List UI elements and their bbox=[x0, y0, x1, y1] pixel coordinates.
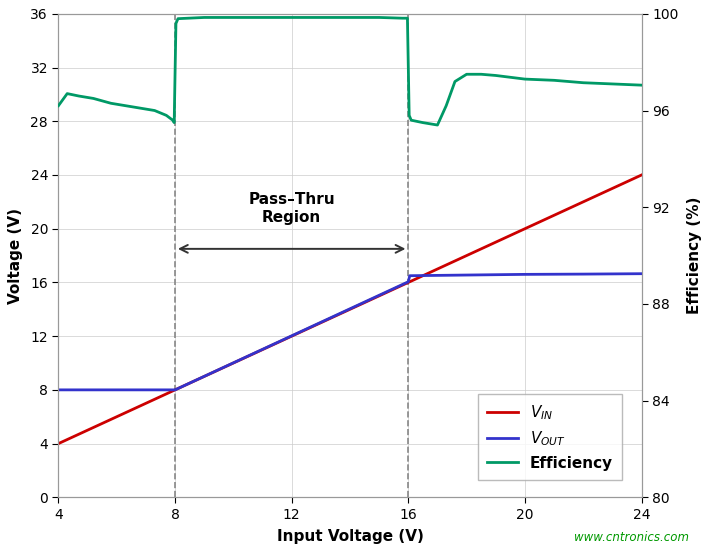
X-axis label: Input Voltage (V): Input Voltage (V) bbox=[277, 529, 423, 544]
Text: Pass–Thru
Region: Pass–Thru Region bbox=[248, 192, 335, 225]
Legend: $V_{IN}$, $V_{OUT}$, Efficiency: $V_{IN}$, $V_{OUT}$, Efficiency bbox=[478, 394, 622, 480]
Text: www.cntronics.com: www.cntronics.com bbox=[574, 530, 689, 544]
Y-axis label: Voltage (V): Voltage (V) bbox=[9, 208, 23, 304]
Y-axis label: Efficiency (%): Efficiency (%) bbox=[687, 197, 701, 314]
